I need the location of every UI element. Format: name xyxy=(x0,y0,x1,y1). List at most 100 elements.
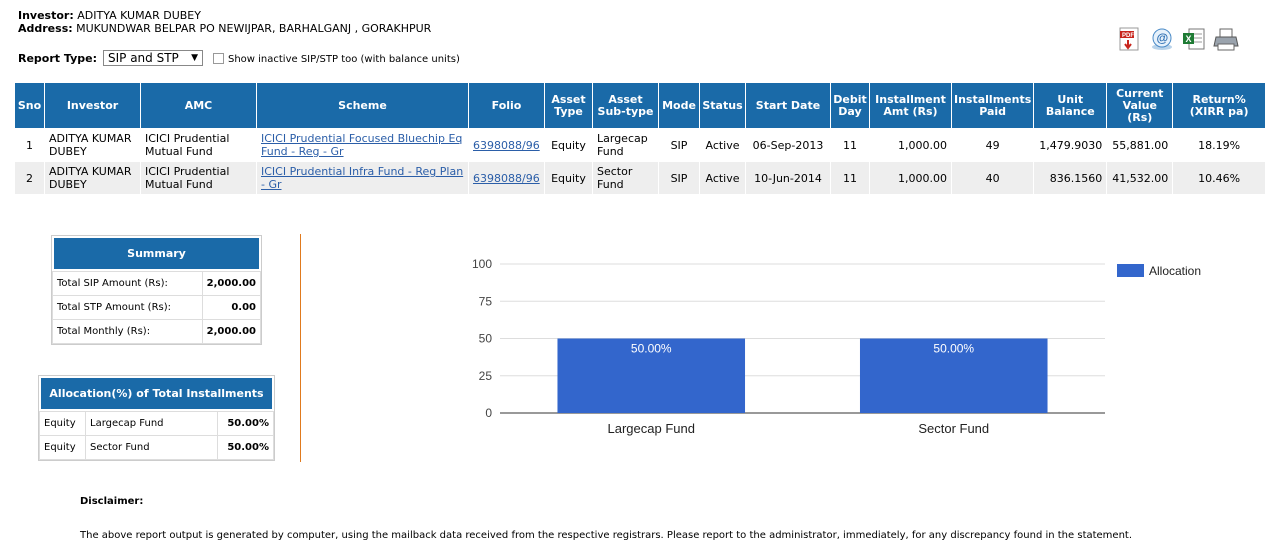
summary-row: Total STP Amount (Rs): 0.00 xyxy=(52,295,262,320)
email-icon[interactable]: @ xyxy=(1146,26,1178,54)
cell-sno: 1 xyxy=(14,128,45,162)
sip-stp-table: Sno Investor AMC Scheme Folio Asset Type… xyxy=(14,82,1266,195)
export-toolbar: PDF @ X xyxy=(1114,26,1242,54)
col-asset-type: Asset Type xyxy=(544,82,593,129)
col-mode: Mode xyxy=(658,82,700,129)
table-row: 1 ADITYA KUMAR DUBEY ICICI Prudential Mu… xyxy=(14,128,1266,162)
allocation-type: Equity xyxy=(39,435,86,460)
cell-start-date: 06-Sep-2013 xyxy=(745,128,831,162)
col-scheme: Scheme xyxy=(256,82,469,129)
col-current-value: Current Value (Rs) xyxy=(1106,82,1174,129)
report-type-select[interactable]: SIP and STP ▼ xyxy=(102,50,203,66)
cell-status: Active xyxy=(699,161,746,195)
x-tick-label: Sector Fund xyxy=(918,421,989,436)
report-type-label: Report Type: xyxy=(18,51,97,65)
cell-installments-paid: 49 xyxy=(950,128,1035,162)
cell-current-value: 41,532.00 xyxy=(1106,161,1174,195)
allocation-subtype: Largecap Fund xyxy=(85,411,218,436)
cell-asset-subtype: Sector Fund xyxy=(592,161,659,195)
summary-value: 0.00 xyxy=(201,295,262,320)
show-inactive-checkbox[interactable] xyxy=(212,52,224,64)
summary-row: Total SIP Amount (Rs): 2,000.00 xyxy=(52,271,262,296)
col-status: Status xyxy=(699,82,746,129)
allocation-box: Allocation(%) of Total Installments Equi… xyxy=(38,375,275,461)
cell-mode: SIP xyxy=(658,128,700,162)
print-icon[interactable] xyxy=(1210,26,1242,54)
investor-address: MUKUNDWAR BELPAR PO NEWIJPAR, BARHALGANJ… xyxy=(76,22,432,35)
dropdown-arrow-icon: ▼ xyxy=(191,53,198,63)
folio-link[interactable]: 6398088/96 xyxy=(473,138,540,152)
col-sno: Sno xyxy=(14,82,45,129)
cell-investor: ADITYA KUMAR DUBEY xyxy=(44,161,141,195)
excel-icon[interactable]: X xyxy=(1178,26,1210,54)
table-row: 2 ADITYA KUMAR DUBEY ICICI Prudential Mu… xyxy=(14,161,1266,195)
cell-unit-balance: 836.1560 xyxy=(1033,161,1108,195)
summary-table: Total SIP Amount (Rs): 2,000.00 Total ST… xyxy=(52,271,262,344)
col-installment-amt: Installment Amt (Rs) xyxy=(869,82,952,129)
cell-installment-amt: 1,000.00 xyxy=(869,128,952,162)
allocation-pct: 50.00% xyxy=(217,411,274,436)
allocation-row: Equity Largecap Fund 50.00% xyxy=(39,411,274,436)
cell-start-date: 10-Jun-2014 xyxy=(745,161,831,195)
disclaimer-title: Disclaimer: xyxy=(80,496,144,507)
allocation-subtype: Sector Fund xyxy=(85,435,218,460)
allocation-pct: 50.00% xyxy=(217,435,274,460)
col-asset-subtype: Asset Sub-type xyxy=(592,82,659,129)
col-folio: Folio xyxy=(468,82,545,129)
col-amc: AMC xyxy=(140,82,257,129)
allocation-type: Equity xyxy=(39,411,86,436)
bar xyxy=(557,338,746,413)
investor-label: Investor: xyxy=(18,9,74,22)
col-installments-paid: Installments Paid xyxy=(950,82,1035,129)
cell-return: 18.19% xyxy=(1172,128,1266,162)
col-unit-balance: Unit Balance xyxy=(1033,82,1108,129)
cell-unit-balance: 1,479.9030 xyxy=(1033,128,1108,162)
summary-row: Total Monthly (Rs): 2,000.00 xyxy=(52,319,262,344)
allocation-title: Allocation(%) of Total Installments xyxy=(41,378,272,409)
cell-asset-type: Equity xyxy=(544,128,593,162)
cell-installment-amt: 1,000.00 xyxy=(869,161,952,195)
col-debit-day: Debit Day xyxy=(830,82,870,129)
cell-sno: 2 xyxy=(14,161,45,195)
folio-link[interactable]: 6398088/96 xyxy=(473,171,540,185)
divider-line xyxy=(300,234,301,462)
allocation-row: Equity Sector Fund 50.00% xyxy=(39,435,274,460)
y-tick-label: 75 xyxy=(479,294,493,308)
col-return: Return% (XIRR pa) xyxy=(1172,82,1266,129)
svg-text:@: @ xyxy=(1157,31,1169,45)
cell-asset-subtype: Largecap Fund xyxy=(592,128,659,162)
summary-label: Total Monthly (Rs): xyxy=(52,319,203,344)
y-tick-label: 25 xyxy=(479,369,493,383)
summary-label: Total STP Amount (Rs): xyxy=(52,295,203,320)
cell-debit-day: 11 xyxy=(830,161,870,195)
cell-status: Active xyxy=(699,128,746,162)
address-label: Address: xyxy=(18,22,73,35)
summary-box: Summary Total SIP Amount (Rs): 2,000.00 … xyxy=(51,235,262,345)
scheme-link[interactable]: ICICI Prudential Infra Fund - Reg Plan -… xyxy=(261,165,464,191)
cell-return: 10.46% xyxy=(1172,161,1266,195)
scheme-link[interactable]: ICICI Prudential Focused Bluechip Eq Fun… xyxy=(261,132,463,158)
col-investor: Investor xyxy=(44,82,141,129)
pdf-icon[interactable]: PDF xyxy=(1114,26,1146,54)
investor-header: Investor: ADITYA KUMAR DUBEY Address: MU… xyxy=(18,9,431,35)
summary-value: 2,000.00 xyxy=(201,319,262,344)
legend-label: Allocation xyxy=(1149,264,1201,278)
cell-amc: ICICI Prudential Mutual Fund xyxy=(140,128,257,162)
table-header-row: Sno Investor AMC Scheme Folio Asset Type… xyxy=(14,82,1266,129)
svg-text:PDF: PDF xyxy=(1122,33,1134,39)
summary-label: Total SIP Amount (Rs): xyxy=(52,271,203,296)
cell-amc: ICICI Prudential Mutual Fund xyxy=(140,161,257,195)
cell-installments-paid: 40 xyxy=(950,161,1035,195)
cell-investor: ADITYA KUMAR DUBEY xyxy=(44,128,141,162)
bar xyxy=(859,338,1048,413)
allocation-table: Equity Largecap Fund 50.00% Equity Secto… xyxy=(39,411,274,460)
investor-name: ADITYA KUMAR DUBEY xyxy=(77,9,201,22)
cell-mode: SIP xyxy=(658,161,700,195)
show-inactive-label: Show inactive SIP/STP too (with balance … xyxy=(227,54,460,65)
report-type-row: Report Type: SIP and STP ▼ Show inactive… xyxy=(18,50,460,66)
summary-value: 2,000.00 xyxy=(201,271,262,296)
legend-swatch xyxy=(1117,264,1144,277)
report-type-value: SIP and STP xyxy=(107,51,179,65)
summary-title: Summary xyxy=(54,238,259,269)
cell-debit-day: 11 xyxy=(830,128,870,162)
